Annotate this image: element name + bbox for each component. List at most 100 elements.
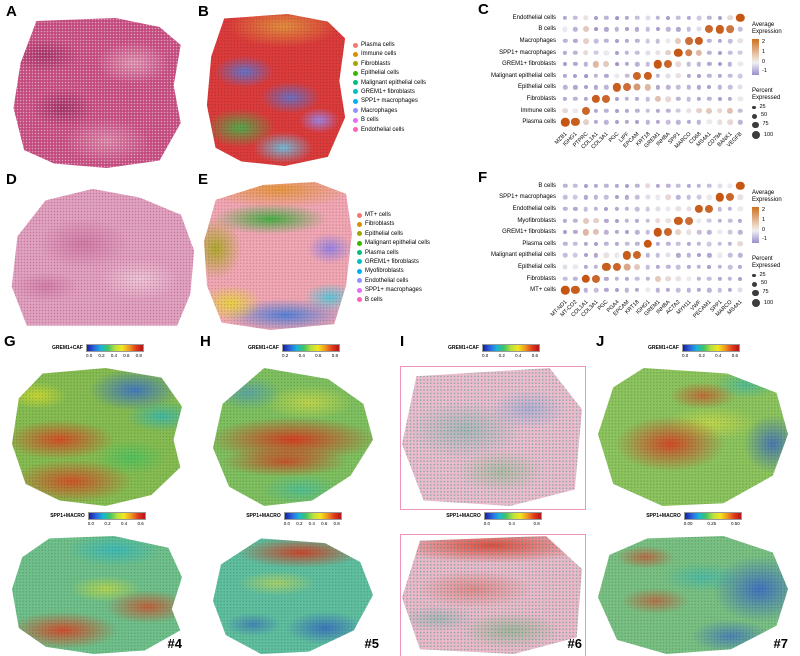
- dotplot-dot: [592, 274, 601, 283]
- dotplot-dot: [696, 276, 702, 281]
- dotplot-dot: [635, 96, 640, 102]
- colorbar-ticks: 0.00 0.25 0.50: [684, 521, 740, 526]
- legend-color-dot: [353, 127, 358, 133]
- dotplot-row-label: SPP1+ macrophages: [499, 194, 556, 201]
- dotplot-dot: [707, 276, 712, 281]
- tick-label: 0.0: [481, 353, 489, 358]
- grem1-caf-colorbar-label: GREM1+CAF: [248, 345, 279, 351]
- dotplot-row-label: B cells: [538, 26, 556, 33]
- dotplot-row-label: Malignant epithelial cells: [490, 252, 556, 259]
- cluster-map-b: [206, 14, 346, 166]
- percent-legend-label: 75: [762, 121, 769, 128]
- sample-number: #4: [167, 636, 182, 651]
- legend-label: Fibroblasts: [365, 221, 395, 228]
- dotplot-dot: [696, 26, 702, 32]
- dotplot-dot: [726, 25, 734, 34]
- dotplot-dot: [563, 218, 568, 223]
- dotplot-dot: [707, 50, 712, 55]
- dotplot-dot: [665, 183, 671, 188]
- dotplot-dot: [573, 15, 578, 21]
- dotplot-dot: [602, 262, 611, 272]
- percent-legend-label: 50: [761, 112, 768, 119]
- dotplot-dot: [717, 50, 722, 55]
- legend-color-dot: [353, 89, 358, 95]
- dotplot-dot: [624, 15, 630, 20]
- dotplot-dot: [635, 218, 640, 223]
- grem1-caf-colorbar-label: GREM1+CAF: [448, 345, 479, 351]
- dotplot-dot: [707, 38, 712, 44]
- dotplot-dot: [614, 252, 620, 259]
- dotplot-dot: [727, 218, 733, 223]
- tick-label: 0.2: [98, 353, 105, 358]
- dotplot-dot: [706, 194, 712, 201]
- dotplot-dot: [707, 73, 712, 78]
- dotplot-dot: [684, 37, 693, 45]
- dotplot-dot: [686, 264, 691, 270]
- dotplot-dot: [645, 253, 650, 258]
- dotplot-dot: [593, 73, 599, 78]
- dotplot-dot: [614, 96, 619, 102]
- dotplot-row-label: SPP1+ macrophages: [499, 49, 556, 56]
- dotplot-dot: [686, 229, 692, 235]
- dotplot-dot: [655, 38, 661, 44]
- dotplot-dot: [675, 229, 682, 236]
- jet-colorbar: [87, 512, 146, 520]
- dotplot-dot: [655, 108, 660, 113]
- dotplot-dot: [634, 264, 641, 270]
- legend-item: Fibroblasts: [353, 61, 426, 67]
- dotplot-dot: [603, 49, 609, 56]
- dotplot-dot: [665, 108, 671, 113]
- dotplot-dot: [727, 50, 733, 55]
- dotplot-dot: [645, 27, 650, 32]
- jet-colorbar: [681, 344, 740, 352]
- dotplot-dot: [645, 96, 650, 102]
- dotplot-dot: [697, 73, 702, 78]
- dotplot-dot: [583, 195, 588, 200]
- dotplot-dot: [717, 252, 723, 259]
- dotplot-dot: [593, 183, 599, 188]
- legend-color-dot: [357, 259, 362, 265]
- spp1-macro-colorbar-label: SPP1+MACRO: [646, 513, 681, 519]
- dotplot-dot: [675, 73, 682, 79]
- dotplot-dot: [717, 62, 722, 67]
- dotplot-dot: [737, 50, 743, 55]
- dotplot-dot: [717, 183, 723, 189]
- dotplot-dot: [707, 15, 712, 20]
- dotplot-dot: [604, 183, 609, 188]
- dotplot-dot: [645, 229, 650, 235]
- legend-item: Immune cells: [353, 51, 426, 57]
- dotplot-dot: [563, 62, 568, 67]
- dotplot-dot: [655, 287, 661, 293]
- dotplot-dot: [715, 193, 724, 202]
- avg-expression-colorbar: [752, 206, 759, 243]
- dotplot-dot: [676, 195, 681, 200]
- legend-item: B cells: [357, 297, 430, 303]
- dotplot-dot: [633, 251, 642, 260]
- dotplot-dot: [614, 183, 619, 188]
- dotplot-dot: [737, 61, 743, 67]
- dotplot-dot: [643, 71, 652, 80]
- dotplot-dot: [707, 229, 712, 235]
- dotplot-dot: [727, 206, 733, 212]
- dotplot-dot: [717, 229, 723, 235]
- dotplot-dot: [736, 13, 745, 23]
- legend-item: Macrophages: [353, 108, 426, 114]
- tick-label: 2: [762, 206, 766, 213]
- dotplot-dot: [624, 183, 629, 188]
- dotplot-dot: [696, 85, 702, 90]
- dotplot-dot: [593, 85, 599, 90]
- percent-legend-label: 100: [764, 299, 774, 306]
- dotplot-dot: [655, 217, 661, 224]
- dotplot-dot: [697, 253, 702, 258]
- legend-item: Epithelial cells: [353, 70, 426, 76]
- legend-label: Endothelial cells: [365, 277, 409, 284]
- panel-c-label: C: [478, 1, 489, 18]
- legend-item: B cells: [353, 117, 426, 123]
- dotplot-dot: [604, 288, 609, 293]
- dotplot-dot: [634, 195, 640, 200]
- grem1-caf-colorbar-label: GREM1+CAF: [648, 345, 679, 351]
- tick-label: -1: [762, 68, 767, 75]
- spp1-macro-spatial-map: [598, 536, 788, 654]
- dotplot-dot: [583, 61, 588, 67]
